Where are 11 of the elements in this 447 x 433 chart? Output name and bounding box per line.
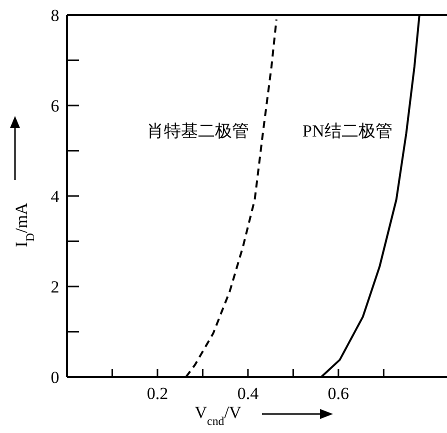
series-label: 肖特基二极管 (146, 121, 249, 140)
x-tick-label: 0.4 (237, 384, 260, 403)
y-tick-label: 8 (50, 6, 60, 25)
x-tick-label: 0.6 (328, 384, 350, 403)
y-tick-label: 6 (50, 96, 60, 116)
series-label: PN结二极管 (302, 121, 392, 140)
x-axis-title: V$_{cnd}$/V (194, 403, 242, 428)
y-tick-label: 2 (50, 278, 60, 296)
x-tick-label: 0.2 (146, 384, 168, 403)
y-tick-label: 4 (50, 187, 60, 206)
y-tick-label: 0 (50, 368, 60, 387)
